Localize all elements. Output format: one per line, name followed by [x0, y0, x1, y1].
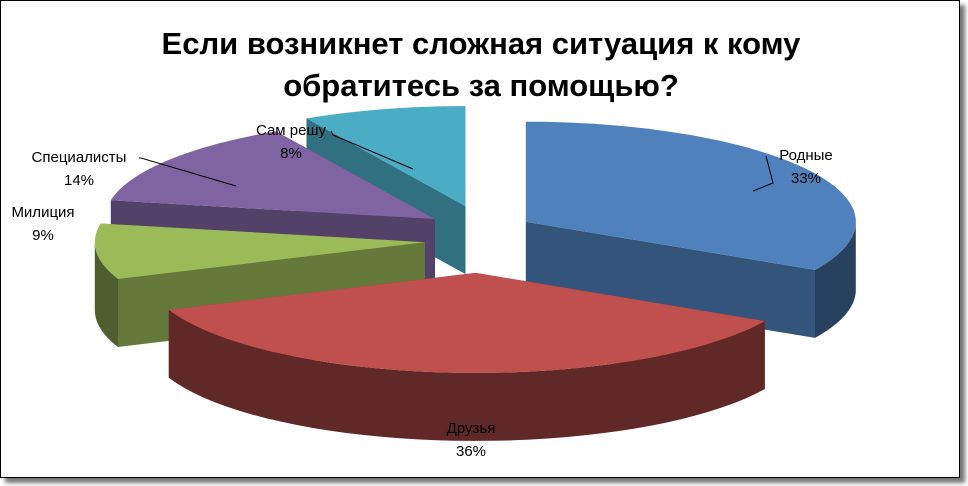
- value-label: 14%: [64, 172, 94, 189]
- category-label: Друзья: [447, 420, 496, 437]
- category-label: Сам решу: [256, 122, 327, 139]
- leader-line: [139, 157, 237, 187]
- category-label: Родные: [779, 147, 833, 164]
- value-label: 9%: [32, 227, 54, 244]
- chart-frame: Если возникнет сложная ситуация к кому о…: [0, 0, 960, 478]
- leader-line: [330, 130, 414, 170]
- chart: Родные 33% Друзья 36% Милиция 9% Специалисты 14…: [11, 106, 856, 460]
- slice: [168, 272, 765, 373]
- slice-side: [168, 309, 765, 441]
- slice: [306, 106, 466, 207]
- slice: [94, 223, 425, 279]
- value-label: 36%: [456, 443, 486, 460]
- category-label: Милиция: [11, 204, 74, 221]
- slice-wall: [525, 221, 815, 338]
- chart-title: Если возникнет сложная ситуация к кому о…: [161, 26, 801, 103]
- leader-line: [752, 155, 774, 192]
- slice: [110, 131, 436, 219]
- slice: [525, 121, 856, 270]
- category-label: Специалисты: [32, 149, 127, 166]
- slice-side: [815, 221, 856, 338]
- value-label: 33%: [791, 170, 821, 187]
- value-label: 8%: [280, 145, 302, 162]
- slice-side: [94, 242, 118, 347]
